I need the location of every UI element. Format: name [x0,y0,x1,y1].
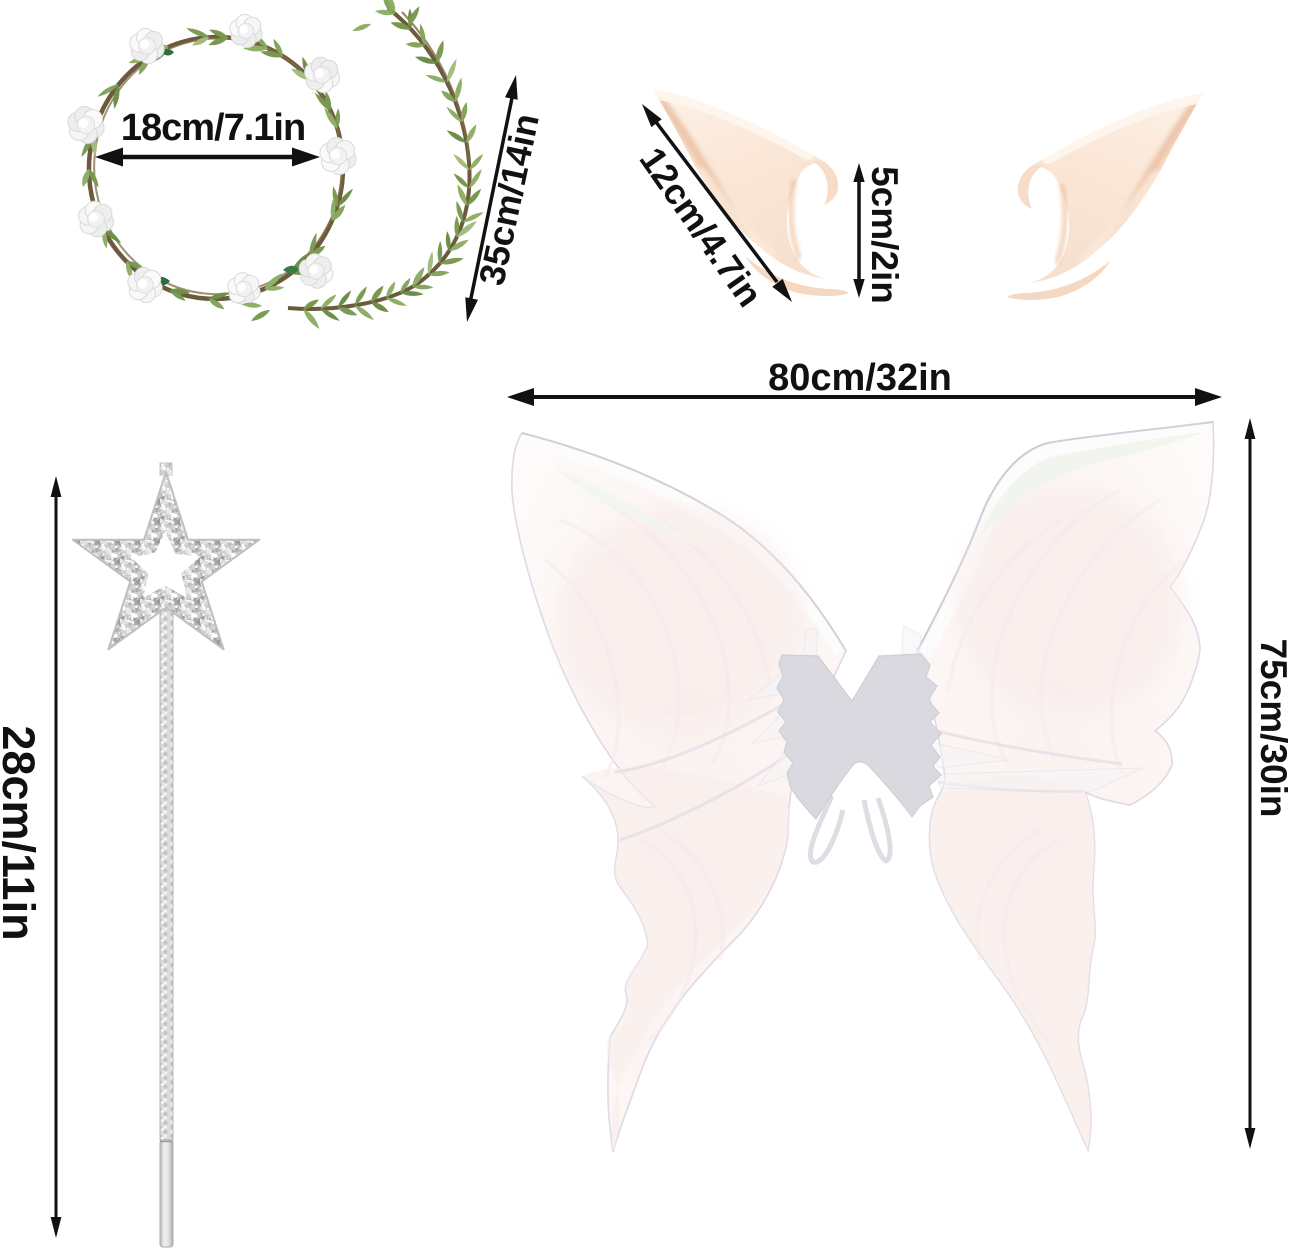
svg-text:75cm/30in: 75cm/30in [1253,639,1289,818]
svg-text:5cm/2in: 5cm/2in [864,166,905,304]
svg-text:35cm/14in: 35cm/14in [471,110,547,289]
svg-text:18cm/7.1in: 18cm/7.1in [121,107,305,149]
svg-text:80cm/32in: 80cm/32in [768,357,952,399]
svg-text:28cm/11in: 28cm/11in [0,725,44,940]
